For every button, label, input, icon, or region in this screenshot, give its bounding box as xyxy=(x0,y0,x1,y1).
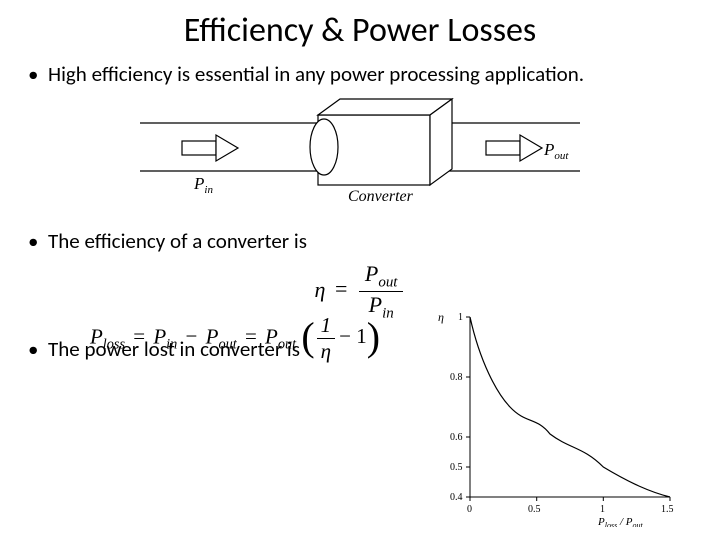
chart-svg: 0.4 0.5 0.6 0.8 1 0 0.5 1 xyxy=(430,307,690,527)
eq2a: = xyxy=(130,324,148,348)
x-ticks: 0 0.5 1 1.5 xyxy=(467,497,674,515)
svg-text:0.4: 0.4 xyxy=(450,492,463,503)
pout-arrow xyxy=(486,135,542,161)
minus-one: − 1 xyxy=(337,324,367,348)
svg-text:0.8: 0.8 xyxy=(450,372,463,383)
frac-1-eta: 1 η xyxy=(317,313,336,364)
converter-diagram: Pin Pout Converter xyxy=(0,93,720,218)
bullet-2: The efficiency of a converter is xyxy=(0,228,720,254)
efficiency-curve xyxy=(470,317,670,497)
svg-text:1.5: 1.5 xyxy=(661,504,674,515)
pin-label: Pin xyxy=(193,174,213,196)
frac-num: Pout xyxy=(359,261,404,292)
ploss-formula: Ploss = Pin − Pout = Pout ( 1 η − 1) xyxy=(0,313,430,364)
frac2-den: η xyxy=(317,339,336,364)
svg-text:0.6: 0.6 xyxy=(450,432,463,443)
svg-text:1: 1 xyxy=(600,504,605,515)
eta-symbol: η xyxy=(315,276,326,301)
minus1: − xyxy=(183,324,201,348)
converter-svg: Pin Pout Converter xyxy=(130,93,590,213)
svg-text:1: 1 xyxy=(458,312,463,323)
slide: Efficiency & Power Losses High efficienc… xyxy=(0,0,720,540)
converter-label: Converter xyxy=(348,188,414,205)
pout-label: Pout xyxy=(543,140,569,162)
pin-arrow xyxy=(182,135,238,161)
bullet-1: High efficiency is essential in any powe… xyxy=(0,61,720,87)
equals-1: = xyxy=(331,276,351,301)
efficiency-chart: 0.4 0.5 0.6 0.8 1 0 0.5 1 xyxy=(430,307,720,532)
svg-text:0.5: 0.5 xyxy=(528,504,541,515)
ylabel: η xyxy=(438,310,444,324)
lower-row: Ploss = Pin − Pout = Pout ( 1 η − 1) xyxy=(0,307,720,532)
slide-title: Efficiency & Power Losses xyxy=(0,0,720,51)
eq2b: = xyxy=(242,324,260,348)
svg-text:0: 0 xyxy=(467,504,472,515)
ploss-formula-wrap: Ploss = Pin − Pout = Pout ( 1 η − 1) xyxy=(0,307,430,364)
xlabel: Ploss / Pout xyxy=(597,516,643,527)
y-ticks: 0.4 0.5 0.6 0.8 1 xyxy=(450,312,470,503)
frac2-num: 1 xyxy=(317,313,336,339)
svg-text:0.5: 0.5 xyxy=(450,462,463,473)
